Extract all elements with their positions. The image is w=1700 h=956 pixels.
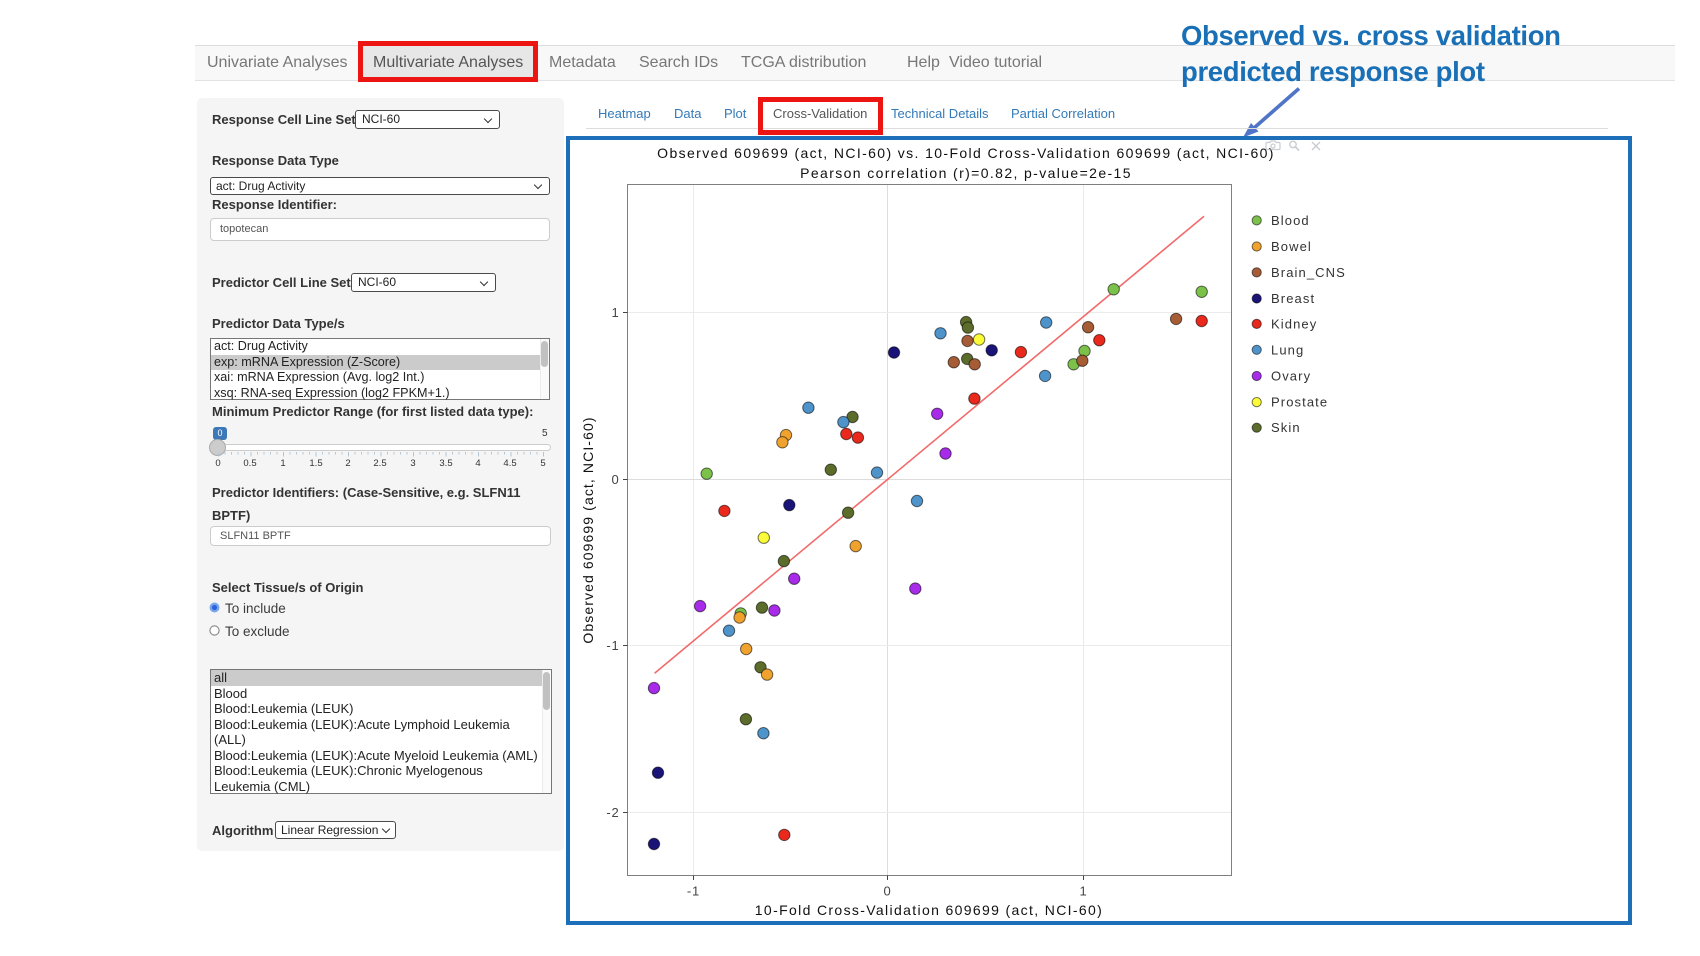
svg-text:-1: -1 bbox=[687, 884, 700, 899]
svg-text:Observed 609699 (act, NCI-60): Observed 609699 (act, NCI-60) vs. 10-Fol… bbox=[657, 145, 1275, 161]
svg-text:Blood: Blood bbox=[1271, 213, 1310, 228]
svg-text:1: 1 bbox=[1079, 884, 1087, 899]
svg-text:Brain_CNS: Brain_CNS bbox=[1271, 265, 1346, 280]
svg-text:1: 1 bbox=[611, 305, 619, 320]
svg-text:-1: -1 bbox=[606, 638, 619, 653]
svg-text:0: 0 bbox=[611, 472, 619, 487]
svg-text:10-Fold Cross-Validation 60969: 10-Fold Cross-Validation 609699 (act, NC… bbox=[755, 902, 1103, 918]
svg-text:Ovary: Ovary bbox=[1271, 369, 1311, 384]
svg-text:Observed 609699 (act, NCI-60): Observed 609699 (act, NCI-60) bbox=[580, 416, 596, 643]
svg-text:Breast: Breast bbox=[1271, 291, 1315, 306]
svg-text:Pearson correlation (r)=0.82,: Pearson correlation (r)=0.82, p-value=2e… bbox=[800, 165, 1132, 181]
svg-text:Bowel: Bowel bbox=[1271, 239, 1312, 254]
svg-text:Skin: Skin bbox=[1271, 420, 1301, 435]
svg-text:-2: -2 bbox=[606, 805, 619, 820]
svg-text:Lung: Lung bbox=[1271, 342, 1304, 357]
svg-text:0: 0 bbox=[883, 884, 891, 899]
svg-text:Kidney: Kidney bbox=[1271, 316, 1317, 331]
svg-text:Prostate: Prostate bbox=[1271, 395, 1328, 410]
